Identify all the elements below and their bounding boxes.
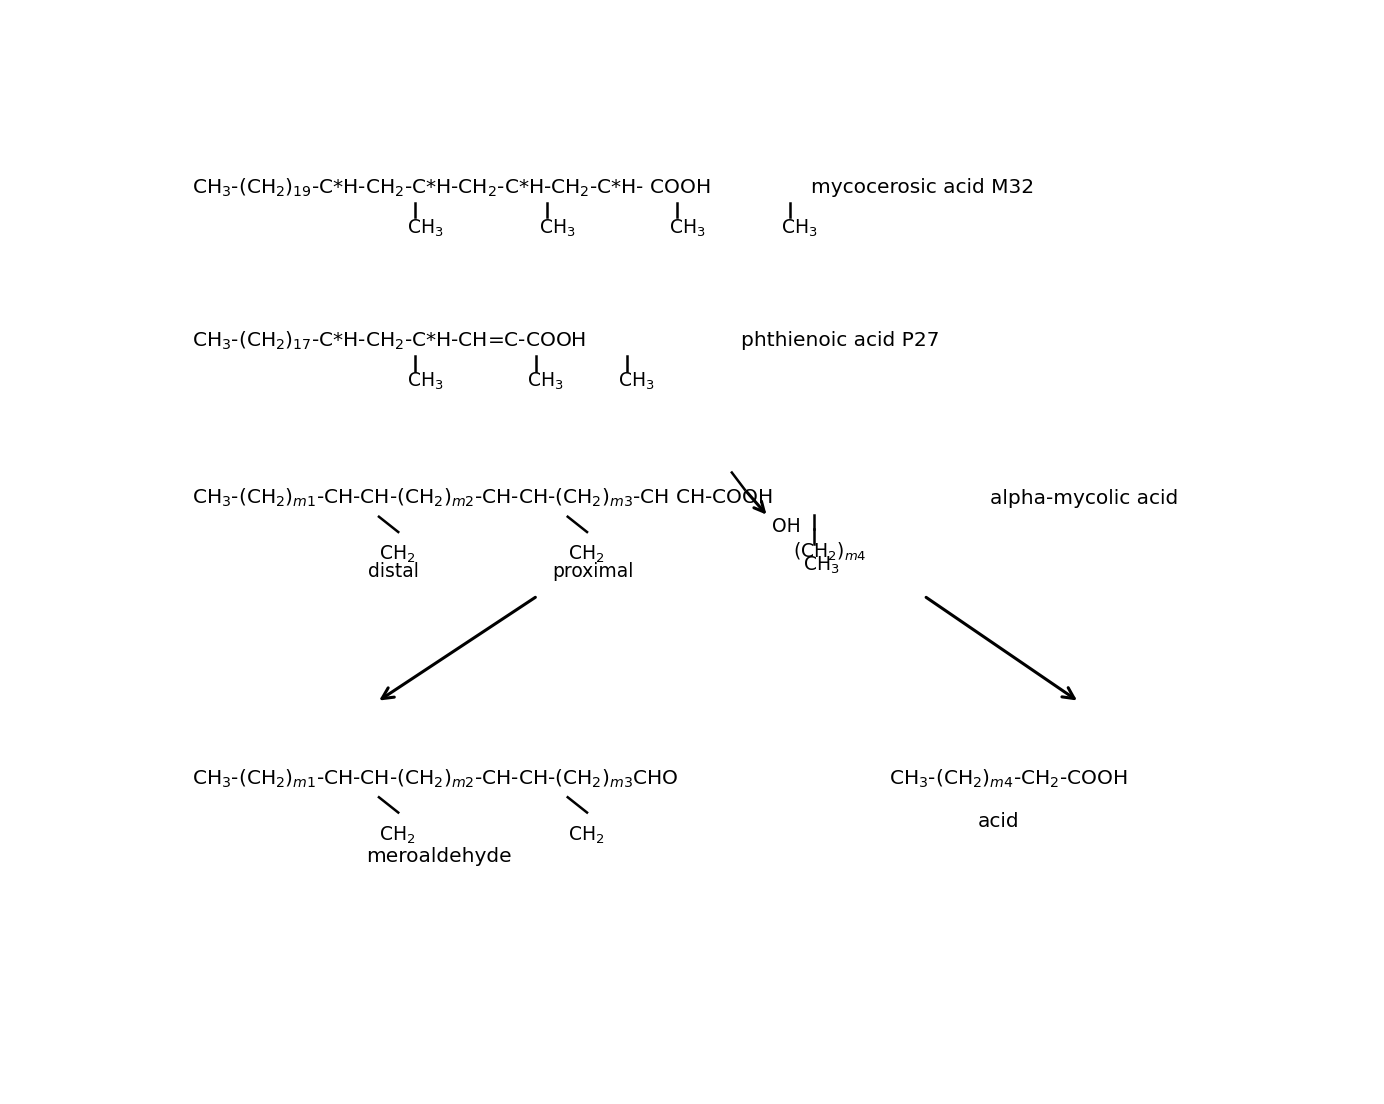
- Text: OH: OH: [771, 517, 800, 535]
- Text: CH$_3$: CH$_3$: [668, 217, 706, 240]
- Text: CH$_3$-(CH$_2$)$_{17}$-C*H-CH$_2$-C*H-CH=C-COOH: CH$_3$-(CH$_2$)$_{17}$-C*H-CH$_2$-C*H-CH…: [192, 330, 587, 352]
- Text: CH$_3$-(CH$_2$)$_{m4}$-CH$_2$-COOH: CH$_3$-(CH$_2$)$_{m4}$-CH$_2$-COOH: [890, 767, 1128, 789]
- Text: acid: acid: [978, 811, 1020, 830]
- Text: CH$_3$: CH$_3$: [527, 371, 563, 392]
- Text: meroaldehyde: meroaldehyde: [367, 847, 512, 867]
- Text: CH$_2$: CH$_2$: [379, 825, 415, 846]
- Text: mycocerosic acid M32: mycocerosic acid M32: [811, 178, 1034, 198]
- Text: proximal: proximal: [552, 562, 634, 581]
- Text: distal: distal: [368, 562, 419, 581]
- Text: CH$_3$: CH$_3$: [538, 217, 576, 240]
- Text: CH$_3$: CH$_3$: [803, 555, 839, 576]
- Text: CH$_3$-(CH$_2$)$_{19}$-C*H-CH$_2$-C*H-CH$_2$-C*H-CH$_2$-C*H- COOH: CH$_3$-(CH$_2$)$_{19}$-C*H-CH$_2$-C*H-CH…: [192, 177, 711, 199]
- Text: CH$_2$: CH$_2$: [567, 825, 605, 846]
- Text: alpha-mycolic acid: alpha-mycolic acid: [991, 488, 1179, 508]
- Text: CH$_3$: CH$_3$: [407, 371, 443, 392]
- Text: CH$_2$: CH$_2$: [379, 544, 415, 565]
- Text: CH$_3$: CH$_3$: [781, 217, 818, 240]
- Text: CH$_3$-(CH$_2$)$_{m1}$-CH-CH-(CH$_2$)$_{m2}$-CH-CH-(CH$_2$)$_{m3}$-CH CH-COOH: CH$_3$-(CH$_2$)$_{m1}$-CH-CH-(CH$_2$)$_{…: [192, 487, 774, 509]
- Text: CH$_3$: CH$_3$: [619, 371, 655, 392]
- Text: phthienoic acid P27: phthienoic acid P27: [742, 331, 940, 350]
- Text: CH$_3$: CH$_3$: [407, 217, 443, 240]
- Text: CH$_3$-(CH$_2$)$_{m1}$-CH-CH-(CH$_2$)$_{m2}$-CH-CH-(CH$_2$)$_{m3}$CHO: CH$_3$-(CH$_2$)$_{m1}$-CH-CH-(CH$_2$)$_{…: [192, 767, 678, 789]
- Text: (CH$_2$)$_{m4}$: (CH$_2$)$_{m4}$: [793, 541, 866, 563]
- Text: CH$_2$: CH$_2$: [567, 544, 605, 565]
